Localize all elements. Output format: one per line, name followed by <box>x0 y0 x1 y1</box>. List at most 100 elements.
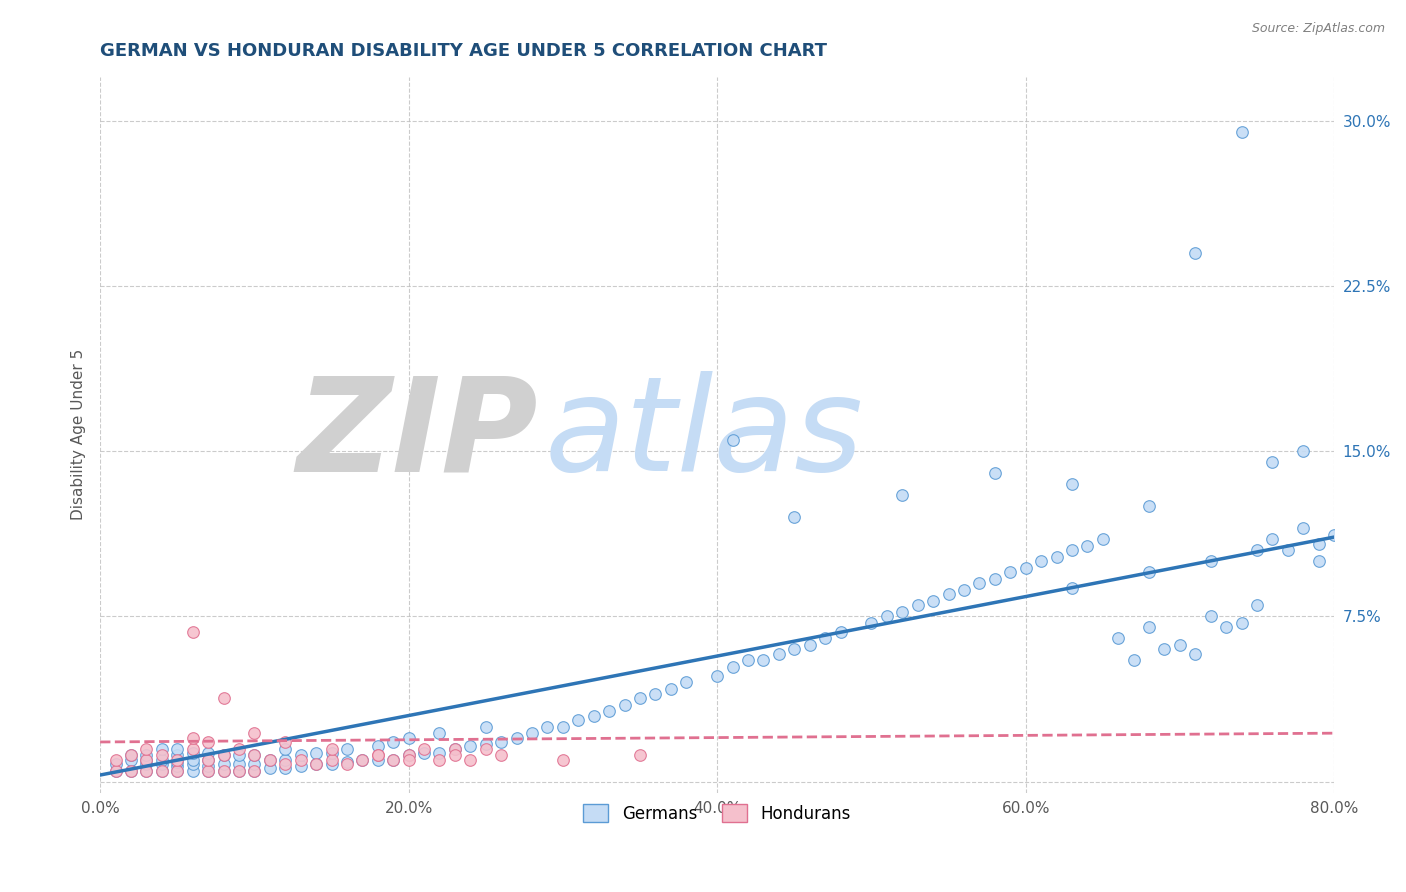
Point <box>228 741 250 756</box>
Point <box>474 741 496 756</box>
Point <box>166 748 188 763</box>
Point <box>150 748 173 763</box>
Point <box>367 739 389 754</box>
Point <box>768 647 790 661</box>
Point <box>1137 620 1160 634</box>
Point <box>166 755 188 769</box>
Legend: Germans, Hondurans: Germans, Hondurans <box>572 792 862 834</box>
Point <box>1014 561 1036 575</box>
Point <box>243 726 266 740</box>
Point <box>675 675 697 690</box>
Point <box>814 632 837 646</box>
Point <box>166 764 188 778</box>
Point <box>212 764 235 778</box>
Point <box>135 741 157 756</box>
Point <box>1308 554 1330 568</box>
Point <box>1168 638 1191 652</box>
Point <box>197 753 219 767</box>
Point <box>460 753 482 767</box>
Point <box>984 572 1007 586</box>
Point <box>243 757 266 772</box>
Point <box>166 759 188 773</box>
Point <box>336 741 359 756</box>
Point <box>212 757 235 772</box>
Point <box>984 466 1007 480</box>
Point <box>706 669 728 683</box>
Point <box>243 764 266 778</box>
Text: atlas: atlas <box>544 371 863 498</box>
Point <box>752 653 775 667</box>
Point <box>104 757 127 772</box>
Point <box>228 748 250 763</box>
Point <box>1215 620 1237 634</box>
Point <box>628 748 651 763</box>
Point <box>166 764 188 778</box>
Point <box>228 764 250 778</box>
Point <box>398 748 420 763</box>
Point <box>367 748 389 763</box>
Point <box>274 741 297 756</box>
Point <box>398 731 420 745</box>
Point <box>259 753 281 767</box>
Point <box>120 748 142 763</box>
Point <box>305 757 328 772</box>
Point <box>1122 653 1144 667</box>
Point <box>382 735 405 749</box>
Point <box>536 720 558 734</box>
Point <box>135 748 157 763</box>
Point <box>907 599 929 613</box>
Point <box>413 741 436 756</box>
Point <box>166 753 188 767</box>
Point <box>1000 566 1022 580</box>
Point <box>799 638 821 652</box>
Point <box>135 753 157 767</box>
Point <box>1199 554 1222 568</box>
Point <box>181 753 204 767</box>
Point <box>274 753 297 767</box>
Point <box>197 735 219 749</box>
Point <box>520 726 543 740</box>
Point <box>938 587 960 601</box>
Point <box>382 753 405 767</box>
Point <box>367 753 389 767</box>
Point <box>181 764 204 778</box>
Point <box>1137 500 1160 514</box>
Point <box>460 739 482 754</box>
Point <box>1045 549 1067 564</box>
Point <box>429 746 451 760</box>
Point <box>737 653 759 667</box>
Point <box>953 582 976 597</box>
Point <box>104 764 127 778</box>
Point <box>1184 647 1206 661</box>
Point <box>290 748 312 763</box>
Point <box>336 755 359 769</box>
Point <box>551 720 574 734</box>
Point <box>1292 444 1315 458</box>
Point <box>551 753 574 767</box>
Point <box>876 609 898 624</box>
Point <box>444 748 467 763</box>
Point <box>1091 533 1114 547</box>
Point <box>721 660 744 674</box>
Point <box>1107 632 1129 646</box>
Point <box>243 764 266 778</box>
Point <box>135 764 157 778</box>
Point <box>290 753 312 767</box>
Point <box>367 748 389 763</box>
Point <box>922 594 945 608</box>
Point <box>489 748 512 763</box>
Point <box>197 759 219 773</box>
Point <box>721 433 744 447</box>
Point <box>120 748 142 763</box>
Point <box>212 748 235 763</box>
Point <box>120 753 142 767</box>
Point <box>120 764 142 778</box>
Point <box>150 741 173 756</box>
Point <box>1261 455 1284 469</box>
Point <box>1184 245 1206 260</box>
Point <box>290 759 312 773</box>
Point <box>567 713 589 727</box>
Point <box>1060 543 1083 558</box>
Point <box>181 741 204 756</box>
Point <box>274 735 297 749</box>
